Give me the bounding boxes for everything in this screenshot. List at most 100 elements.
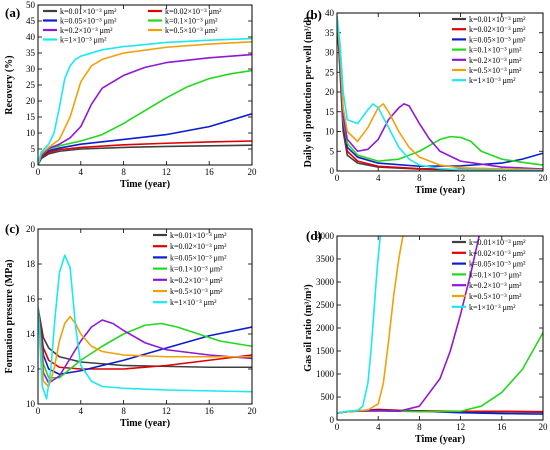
y-tick-label: 10 bbox=[26, 399, 36, 409]
x-axis-label: Time (year) bbox=[120, 418, 170, 429]
panel-tag: (b) bbox=[306, 7, 322, 22]
legend-entry: k=0.2×10⁻³ μm² bbox=[469, 56, 522, 65]
x-tick-label: 16 bbox=[205, 167, 215, 177]
y-tick-label: 35 bbox=[325, 28, 335, 38]
x-tick-label: 16 bbox=[497, 173, 507, 183]
legend-entry: k=0.1×10⁻³ μm² bbox=[469, 46, 522, 55]
legend: k=0.01×10⁻³ μm² k=0.02×10⁻³ μm² k=0.05×10⁻… bbox=[153, 231, 227, 307]
y-axis-label: Recovery (%) bbox=[4, 55, 15, 114]
y-tick-label: 20 bbox=[26, 96, 36, 106]
legend-entry: k=1×10⁻³ μm² bbox=[469, 76, 516, 85]
series-line-3 bbox=[38, 307, 252, 379]
legend-entry: k=0.02×10⁻³ μm² bbox=[165, 7, 222, 16]
series-line-2 bbox=[38, 113, 252, 165]
y-tick-label: 12 bbox=[26, 364, 35, 374]
series-line-4 bbox=[337, 16, 543, 170]
x-tick-label: 8 bbox=[121, 406, 126, 416]
x-tick-label: 12 bbox=[162, 167, 171, 177]
x-tick-label: 0 bbox=[36, 167, 41, 177]
x-tick-label: 4 bbox=[376, 173, 381, 183]
y-tick-label: 20 bbox=[325, 87, 335, 97]
series-group bbox=[337, 16, 543, 171]
legend-entry: k=0.1×10⁻³ μm² bbox=[165, 17, 218, 26]
x-tick-label: 0 bbox=[36, 406, 41, 416]
y-tick-label: 25 bbox=[325, 67, 335, 77]
y-tick-label: 1500 bbox=[316, 346, 335, 356]
series-line-6 bbox=[38, 254, 252, 400]
y-tick-label: 25 bbox=[26, 80, 36, 90]
plot-frame bbox=[37, 228, 253, 405]
y-tick-label: 35 bbox=[26, 48, 36, 58]
x-tick-label: 4 bbox=[79, 406, 84, 416]
x-tick-label: 12 bbox=[456, 173, 465, 183]
legend-entry: k=0.02×10⁻³ μm² bbox=[170, 242, 227, 251]
y-tick-label: 0 bbox=[330, 166, 335, 176]
series-line-0 bbox=[38, 144, 252, 165]
panel-tag: (c) bbox=[5, 221, 19, 236]
y-tick-label: 30 bbox=[325, 48, 335, 58]
x-tick-label: 4 bbox=[79, 167, 84, 177]
y-tick-label: 30 bbox=[26, 64, 36, 74]
x-tick-label: 12 bbox=[456, 422, 465, 432]
panel-tag: (a) bbox=[5, 5, 20, 20]
legend-entry: k=0.1×10⁻³ μm² bbox=[170, 265, 223, 274]
y-tick-label: 2000 bbox=[316, 323, 335, 333]
y-tick-label: 20 bbox=[26, 224, 36, 234]
series-line-5 bbox=[38, 41, 252, 165]
x-tick-label: 20 bbox=[248, 406, 258, 416]
y-tick-label: 10 bbox=[325, 127, 335, 137]
legend-entry: k=0.01×10⁻³ μm² bbox=[469, 15, 526, 24]
x-axis-label: Time (year) bbox=[415, 185, 465, 196]
x-tick-label: 8 bbox=[417, 422, 422, 432]
y-tick-label: 10 bbox=[26, 128, 36, 138]
y-tick-label: 15 bbox=[26, 112, 36, 122]
y-tick-label: 0 bbox=[31, 160, 36, 170]
legend-entry: k=1×10⁻³ μm² bbox=[469, 303, 516, 312]
panel-a: 0 4 8 12 16 20 0 5 10 15 20 25 30 35 40 45 50 Time (year)… bbox=[4, 0, 257, 190]
x-tick-label: 0 bbox=[335, 173, 340, 183]
panel-tag: (d) bbox=[306, 228, 322, 243]
plot-frame bbox=[336, 12, 544, 172]
x-axis-label: Time (year) bbox=[120, 179, 170, 190]
series-line-5 bbox=[337, 16, 543, 171]
y-tick-label: 50 bbox=[26, 0, 36, 10]
series-group bbox=[38, 37, 252, 165]
legend-entry: k=1×10⁻³ μm² bbox=[60, 36, 107, 45]
x-tick-label: 0 bbox=[335, 422, 340, 432]
x-tick-label: 8 bbox=[417, 173, 422, 183]
series-group bbox=[38, 254, 252, 400]
x-tick-label: 20 bbox=[539, 422, 549, 432]
series-line-3 bbox=[337, 332, 543, 414]
y-axis-label: Daily oil production per well (m³/d) bbox=[303, 17, 314, 168]
series-line-1 bbox=[38, 140, 252, 165]
plot-frame bbox=[336, 235, 544, 421]
legend-entry: k=1×10⁻³ μm² bbox=[170, 298, 217, 307]
y-tick-label: 45 bbox=[26, 16, 36, 26]
y-tick-label: 5 bbox=[31, 144, 36, 154]
x-tick-label: 12 bbox=[162, 406, 171, 416]
legend-entry: k=0.2×10⁻³ μm² bbox=[469, 281, 522, 290]
series-line-6 bbox=[337, 16, 543, 171]
y-axis-label: Gas oil ratio (m³/m³) bbox=[303, 284, 314, 371]
series-line-5 bbox=[38, 307, 252, 388]
y-tick-label: 40 bbox=[26, 32, 36, 42]
y-tick-label: 14 bbox=[26, 329, 36, 339]
x-tick-label: 16 bbox=[205, 406, 215, 416]
plot-frame bbox=[37, 4, 253, 166]
legend-entry: k=0.05×10⁻³ μm² bbox=[170, 253, 227, 262]
legend-entry: k=0.05×10⁻³ μm² bbox=[469, 260, 526, 269]
legend-entry: k=0.02×10⁻³ μm² bbox=[469, 25, 526, 34]
legend-entry: k=0.1×10⁻³ μm² bbox=[469, 270, 522, 279]
legend-entry: k=0.02×10⁻³ μm² bbox=[469, 249, 526, 258]
legend-entry: k=0.01×10⁻³ μm² bbox=[170, 231, 227, 240]
panel-c: 0 4 8 12 16 20 10 12 14 16 18 20 Time (year) Formatio… bbox=[4, 221, 257, 429]
y-tick-label: 16 bbox=[26, 294, 36, 304]
y-axis-label: Formation pressure (MPa) bbox=[4, 259, 15, 373]
y-tick-label: 1000 bbox=[316, 369, 335, 379]
y-tick-label: 500 bbox=[321, 392, 335, 402]
x-tick-label: 4 bbox=[376, 422, 381, 432]
